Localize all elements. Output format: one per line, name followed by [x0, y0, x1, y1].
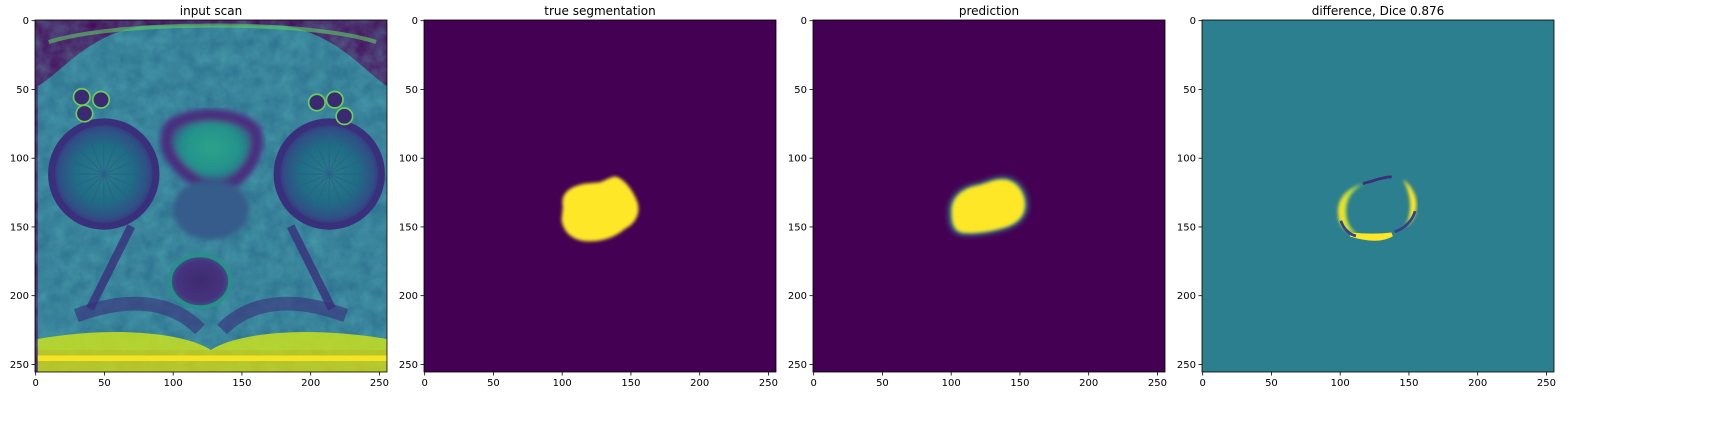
x-tick-label: 250 [759, 378, 778, 389]
panel-input-scan: input scan 0 50 100 150 200 250 0 50 100 150 200 250 [10, 4, 389, 389]
panel-image-input-scan [35, 20, 387, 372]
y-tick-label: 150 [399, 222, 418, 233]
x-tick-label: 150 [232, 378, 251, 389]
y-tick-label: 250 [788, 360, 807, 371]
x-tick-label: 100 [942, 378, 961, 389]
y-tick-label: 50 [405, 85, 418, 96]
panel-true-segmentation: true segmentation 0 50 100 150 200 250 0 50 100 15… [399, 4, 778, 389]
axes-frame [812, 19, 1166, 373]
x-tick-label: 200 [690, 378, 709, 389]
x-tick-label: 200 [301, 378, 320, 389]
x-tick-label: 150 [1010, 378, 1029, 389]
y-tick-label: 100 [10, 154, 29, 165]
panel-title: true segmentation [544, 4, 655, 18]
y-tick-label: 150 [788, 222, 807, 233]
y-tick-label: 150 [1177, 222, 1196, 233]
x-tick-label: 250 [1537, 378, 1556, 389]
x-tick-label: 200 [1079, 378, 1098, 389]
y-tick-label: 100 [399, 154, 418, 165]
y-tick-label: 200 [788, 291, 807, 302]
axes-frame [423, 19, 777, 373]
x-tick-label: 250 [370, 378, 389, 389]
y-tick-label: 200 [1177, 291, 1196, 302]
x-tick-label: 0 [1200, 378, 1206, 389]
panel-difference: difference, Dice 0.876 0 50 100 150 200 250 0 50… [1177, 4, 1556, 389]
x-tick-label: 100 [164, 378, 183, 389]
y-tick-label: 200 [10, 291, 29, 302]
y-tick-label: 50 [794, 85, 807, 96]
x-tick-label: 50 [1265, 378, 1278, 389]
x-tick-label: 150 [621, 378, 640, 389]
axes-frame [34, 19, 388, 373]
x-tick-label: 0 [811, 378, 817, 389]
panel-prediction: prediction 0 50 100 150 200 250 0 50 100 150 200 250 [788, 4, 1167, 389]
x-tick-label: 200 [1468, 378, 1487, 389]
x-tick-label: 100 [1331, 378, 1350, 389]
y-tick-label: 0 [1190, 16, 1196, 27]
axes-frame [1201, 19, 1555, 373]
x-tick-label: 50 [876, 378, 889, 389]
y-tick-label: 250 [1177, 360, 1196, 371]
panel-image-true-segmentation [424, 20, 776, 372]
x-tick-label: 0 [33, 378, 39, 389]
y-tick-label: 200 [399, 291, 418, 302]
panel-image-prediction [813, 20, 1165, 372]
panel-title: prediction [959, 4, 1019, 18]
y-tick-label: 50 [1183, 85, 1196, 96]
x-tick-label: 50 [98, 378, 111, 389]
y-tick-label: 250 [10, 360, 29, 371]
panel-title: difference, Dice 0.876 [1312, 4, 1445, 18]
y-tick-label: 0 [23, 16, 29, 27]
y-tick-label: 250 [399, 360, 418, 371]
x-tick-label: 100 [553, 378, 572, 389]
panel-title: input scan [180, 4, 243, 18]
panel-image-difference [1202, 20, 1554, 372]
y-tick-label: 100 [788, 154, 807, 165]
y-tick-label: 50 [16, 85, 29, 96]
y-tick-label: 150 [10, 222, 29, 233]
x-tick-label: 250 [1148, 378, 1167, 389]
x-tick-label: 50 [487, 378, 500, 389]
x-tick-label: 0 [422, 378, 428, 389]
x-tick-label: 150 [1399, 378, 1418, 389]
y-tick-label: 0 [412, 16, 418, 27]
y-tick-label: 100 [1177, 154, 1196, 165]
y-tick-label: 0 [801, 16, 807, 27]
